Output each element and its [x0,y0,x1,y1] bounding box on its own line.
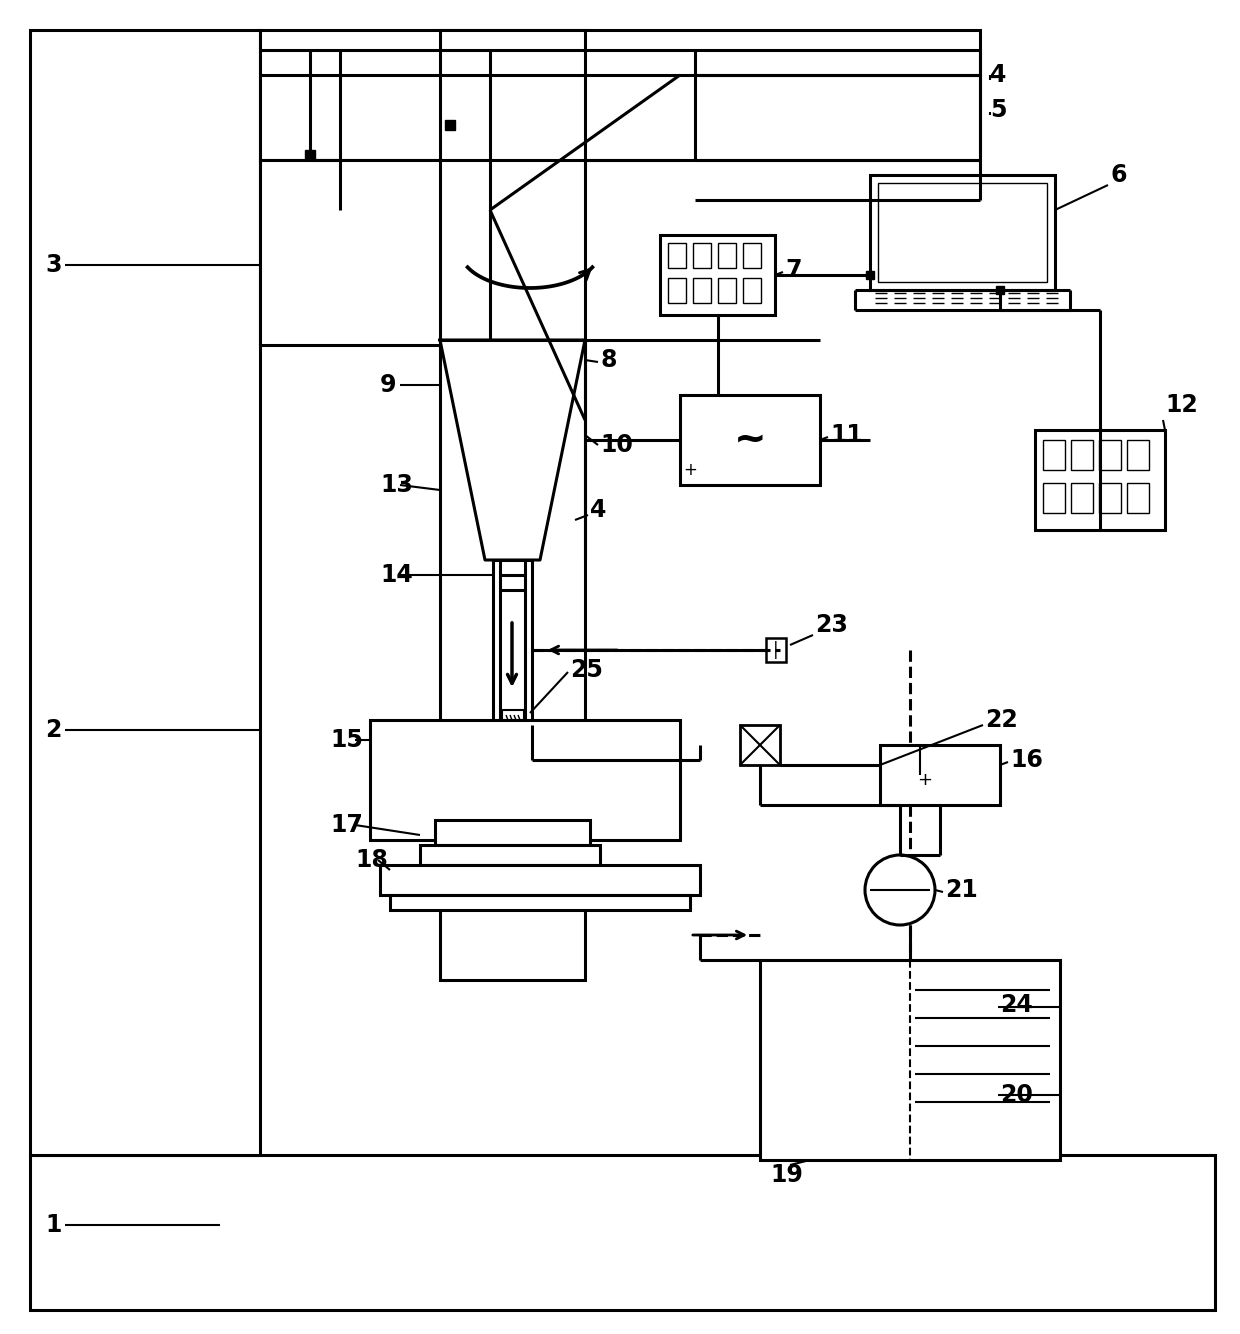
Text: 22: 22 [985,708,1018,732]
Text: ~: ~ [734,422,766,459]
Bar [1071,440,1092,470]
Text: 13: 13 [379,474,413,498]
Bar [878,183,1047,281]
Bar [1127,483,1149,514]
Bar [30,29,260,1155]
Bar [668,243,686,268]
Bar [718,243,737,268]
Bar [502,710,525,720]
Text: 21: 21 [945,878,978,902]
Text: 17: 17 [330,812,363,836]
Text: 1: 1 [45,1213,61,1237]
Bar [30,1155,1215,1310]
Text: +: + [683,462,697,479]
Text: 12: 12 [1166,394,1198,418]
Bar [1099,483,1121,514]
Bar [880,744,999,804]
Text: |: | [774,642,779,659]
Bar [440,29,585,980]
Text: 19: 19 [770,1163,802,1187]
Text: +: + [918,771,932,788]
Text: 5: 5 [990,97,1007,121]
Text: 2: 2 [45,718,61,742]
Text: 23: 23 [815,614,848,638]
Text: 6: 6 [1110,163,1126,187]
Text: 4: 4 [990,63,1007,87]
Bar [660,235,775,315]
Text: 4: 4 [590,498,606,522]
Bar [680,395,820,486]
Text: 24: 24 [999,992,1033,1017]
Bar [870,175,1055,289]
Text: 9: 9 [379,374,397,398]
Bar [420,844,600,864]
Text: 20: 20 [999,1083,1033,1107]
Text: 18: 18 [355,848,388,872]
Text: 25: 25 [570,658,603,682]
Bar [743,243,761,268]
Bar [693,243,711,268]
Text: 8: 8 [600,348,616,372]
Text: 14: 14 [379,563,413,587]
Bar [718,277,737,303]
Bar [740,724,780,764]
Bar [743,277,761,303]
Bar [760,960,1060,1161]
Bar [1035,430,1166,530]
Bar [435,820,590,844]
Bar [693,277,711,303]
Text: 3: 3 [45,253,62,277]
Polygon shape [467,724,557,830]
Bar [391,895,689,910]
Bar [1043,440,1065,470]
Text: 15: 15 [330,728,363,752]
Bar [1071,483,1092,514]
Bar [668,277,686,303]
Bar [370,720,680,840]
Bar [1099,440,1121,470]
Bar [1043,483,1065,514]
Bar [379,864,701,895]
Bar [766,638,786,662]
Bar [260,160,480,346]
Text: 10: 10 [600,434,632,458]
Bar [1127,440,1149,470]
Bar [260,29,980,160]
Text: 16: 16 [1011,748,1043,772]
Text: 7: 7 [785,257,801,281]
Text: 11: 11 [830,423,863,447]
